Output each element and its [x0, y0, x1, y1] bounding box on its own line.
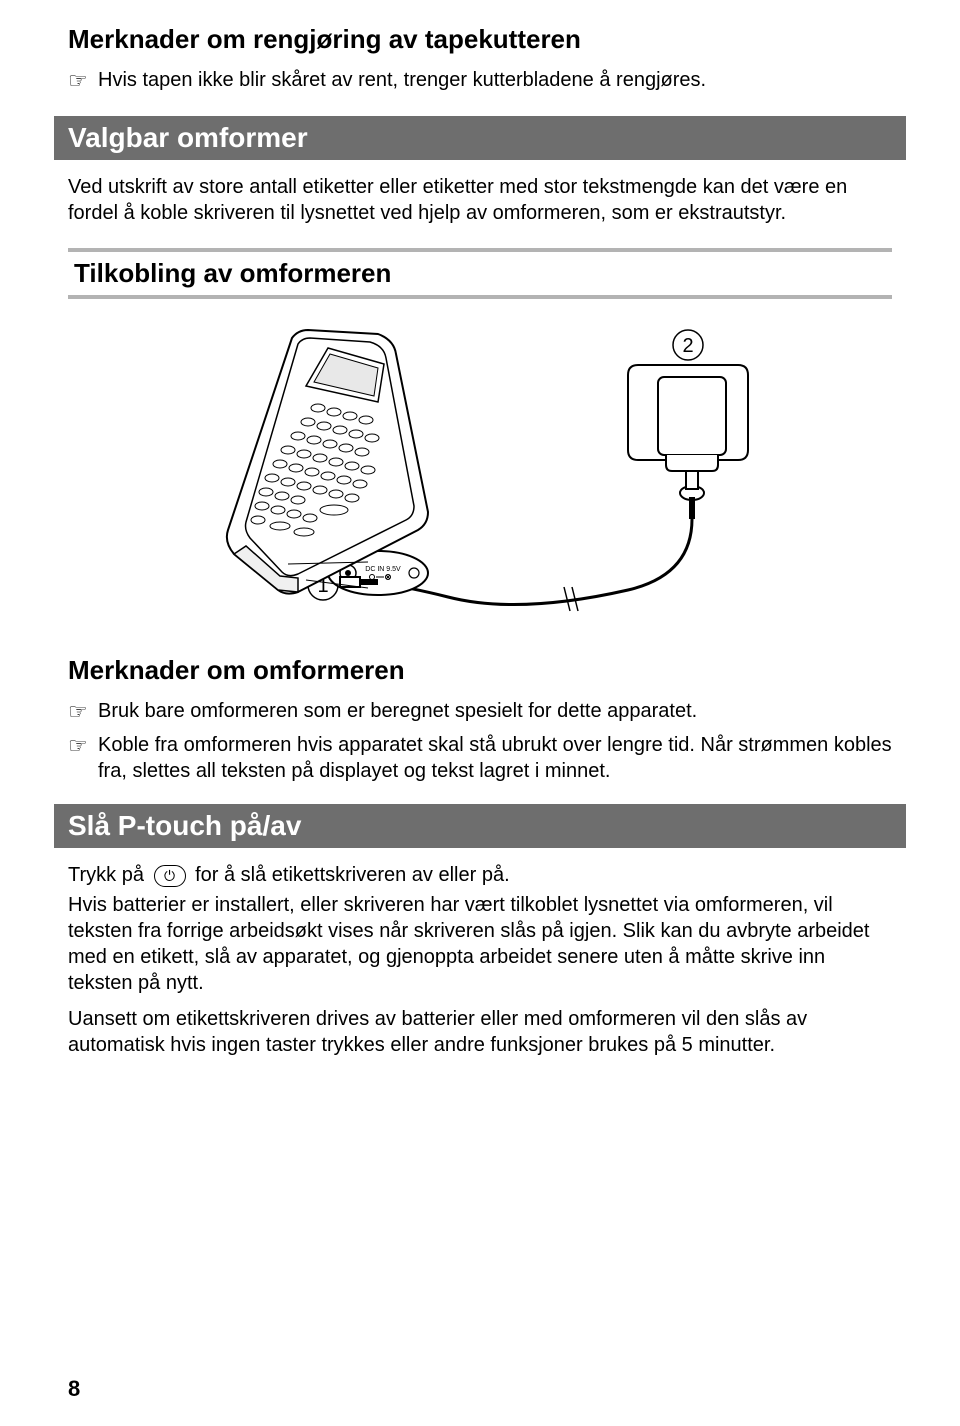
pointer-icon: ☞ [68, 67, 98, 96]
note-text: Hvis tapen ikke blir skåret av rent, tre… [98, 67, 892, 93]
diagram-label-2: 2 [682, 335, 693, 357]
optional-adapter-banner: Valgbar omformer [54, 116, 906, 160]
pointer-icon: ☞ [68, 698, 98, 727]
power-body-2: Uansett om etikettskriveren drives av ba… [68, 1006, 892, 1058]
power-instruction-line: Trykk på for å slå etikettskriveren av e… [68, 862, 892, 888]
note-item: ☞ Koble fra omformeren hvis apparatet sk… [68, 732, 892, 784]
power-button-icon [154, 865, 186, 887]
note-item: ☞ Bruk bare omformeren som er beregnet s… [68, 698, 892, 727]
cleaning-notes-heading: Merknader om rengjøring av tapekutteren [68, 24, 892, 55]
adapter-diagram: 2 1 DC IN 9.5V [68, 315, 892, 635]
power-on-off-banner: Slå P-touch på/av [54, 804, 906, 848]
page-number: 8 [68, 1376, 80, 1402]
adapter-description: Ved utskrift av store antall etiketter e… [68, 174, 892, 226]
adapter-notes-heading: Merknader om omformeren [68, 655, 892, 686]
text-pre: Trykk på [68, 864, 144, 886]
pointer-icon: ☞ [68, 732, 98, 761]
note-text: Bruk bare omformeren som er beregnet spe… [98, 698, 892, 724]
power-body-1: Hvis batterier er installert, eller skri… [68, 892, 892, 996]
note-text: Koble fra omformeren hvis apparatet skal… [98, 732, 892, 784]
text-post: for å slå etikettskriveren av eller på. [195, 864, 510, 886]
note-item: ☞ Hvis tapen ikke blir skåret av rent, t… [68, 67, 892, 96]
connecting-adapter-heading: Tilkobling av omformeren [68, 248, 892, 299]
port-label: DC IN 9.5V [365, 566, 401, 573]
